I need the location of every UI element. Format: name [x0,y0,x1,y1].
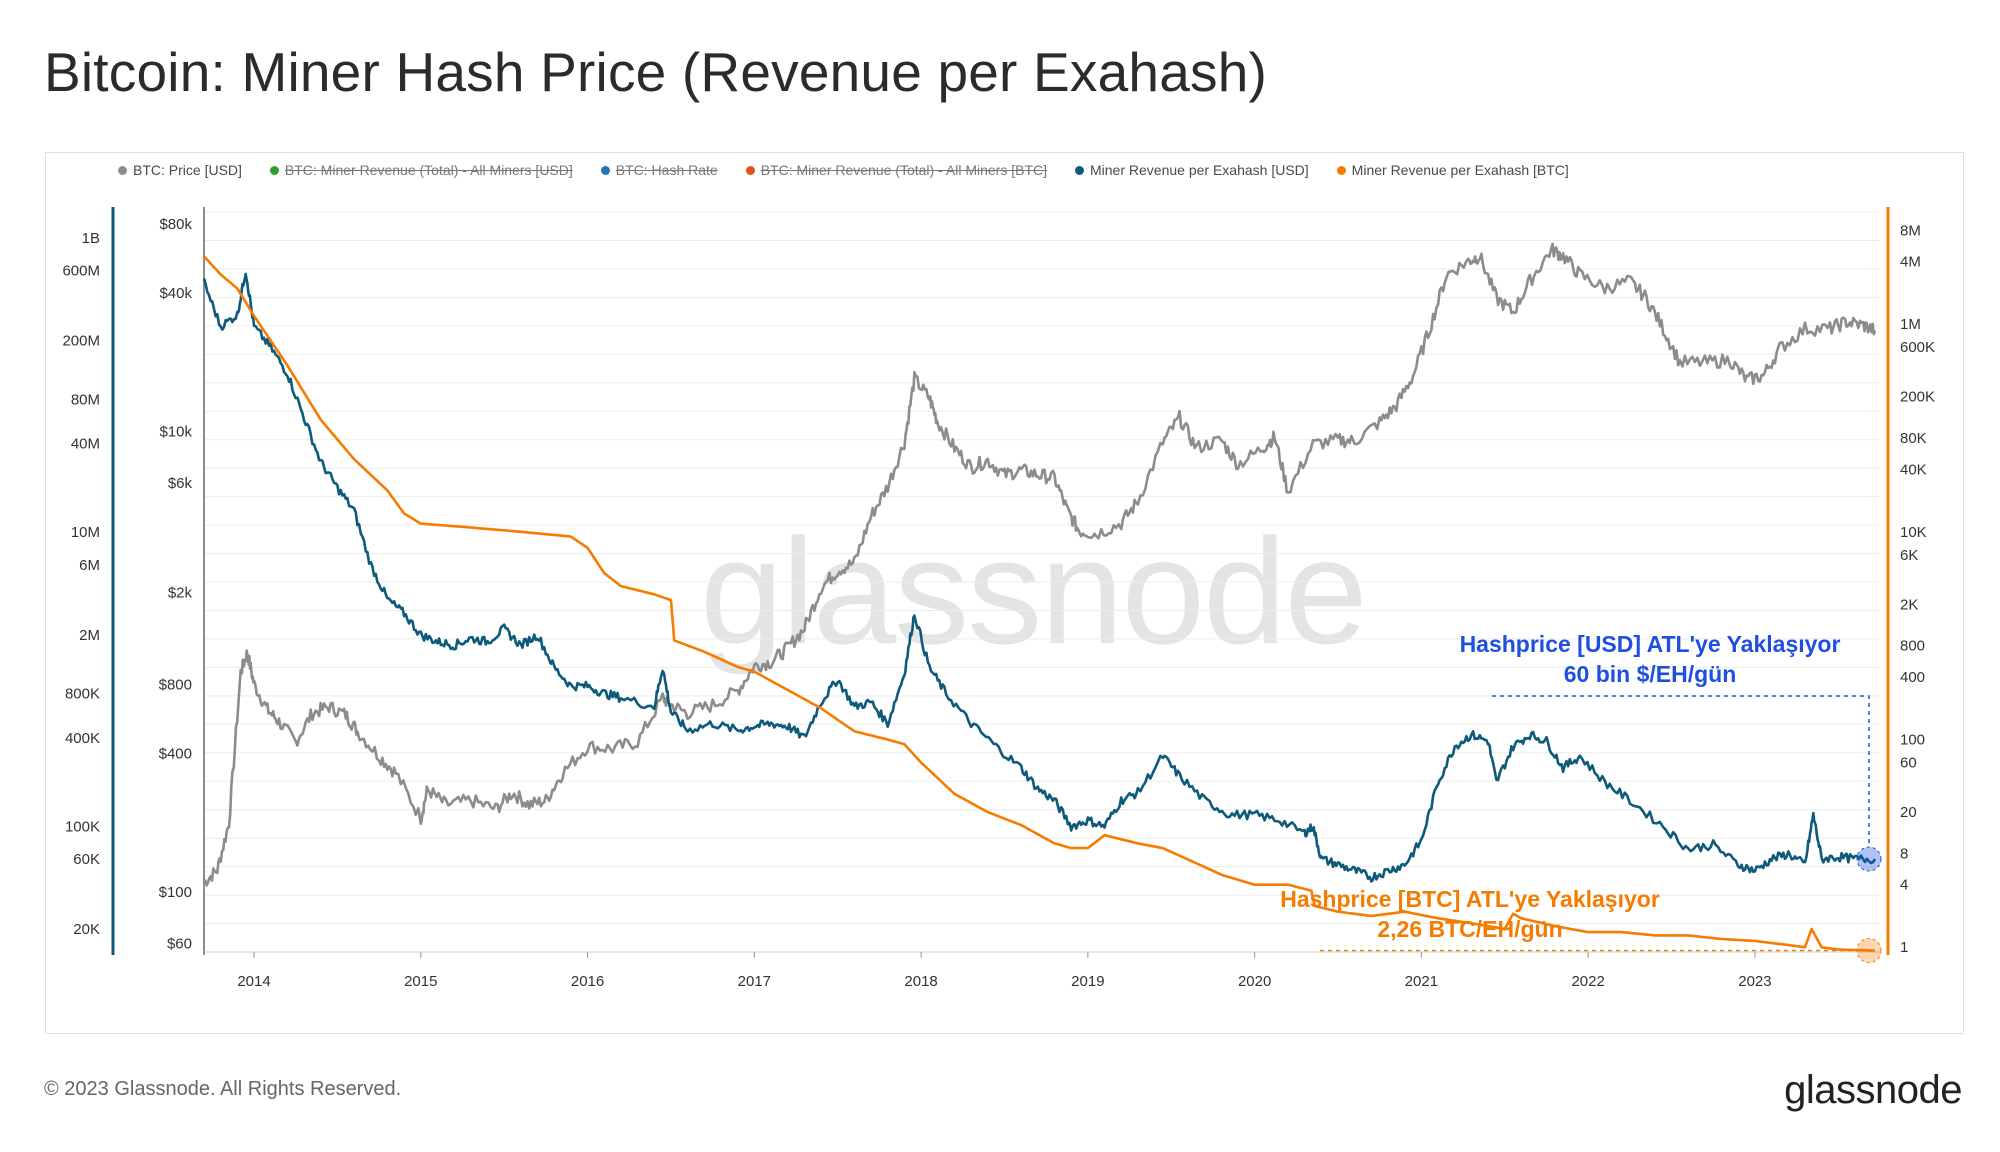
legend-item-hashprice-usd[interactable]: Miner Revenue per Exahash [USD] [1075,162,1309,178]
price-tick-label: $60 [167,935,192,952]
left-outer-tick-label: 80M [71,391,100,408]
legend-dot-icon [745,165,755,175]
legend-label: BTC: Miner Revenue (Total) - All Miners … [284,162,573,178]
right-tick-label: 800 [1900,638,1925,655]
legend-dot-icon [269,165,279,175]
left-outer-tick-label: 1B [82,230,100,247]
annotation-usd: Hashprice [USD] ATL'ye Yaklaşıyor 60 bin… [1420,629,1880,689]
legend-label: Miner Revenue per Exahash [BTC] [1351,162,1569,178]
right-tick-label: 60 [1900,755,1917,772]
left-outer-tick-label: 2M [79,627,100,644]
annotation-btc-line1: Hashprice [BTC] ATL'ye Yaklaşıyor [1280,886,1660,912]
legend-item-miner-revenue-usd[interactable]: BTC: Miner Revenue (Total) - All Miners … [269,162,573,178]
x-tick-label: 2018 [904,973,937,990]
right-tick-label: 10K [1900,524,1927,541]
price-tick-label: $80k [159,216,192,233]
right-tick-label: 8 [1900,845,1908,862]
legend-label: BTC: Miner Revenue (Total) - All Miners … [760,162,1047,178]
right-tick-label: 600K [1900,339,1935,356]
legend-item-miner-revenue-btc[interactable]: BTC: Miner Revenue (Total) - All Miners … [745,162,1047,178]
right-tick-label: 80K [1900,430,1927,447]
left-outer-tick-label: 60K [73,851,100,868]
price-tick-label: $100 [159,884,192,901]
x-tick-label: 2016 [571,973,604,990]
left-outer-tick-label: 800K [65,686,100,703]
left-outer-tick-label: 20K [73,921,100,938]
annotation-usd-line1: Hashprice [USD] ATL'ye Yaklaşıyor [1459,631,1841,657]
annotation-usd-guide [1492,695,1870,848]
right-tick-label: 1M [1900,316,1921,333]
series-line-hashprice-btc [203,255,1876,952]
right-tick-label: 200K [1900,389,1935,406]
page-title: Bitcoin: Miner Hash Price (Revenue per E… [44,41,1267,103]
right-tick-label: 8M [1900,222,1921,239]
x-tick-label: 2014 [237,973,270,990]
left-outer-tick-label: 40M [71,436,100,453]
x-tick-label: 2022 [1571,973,1604,990]
annotation-btc-line2: 2,26 BTC/EH/gün [1377,916,1563,942]
annotation-usd-marker [1856,846,1882,872]
right-tick-label: 4M [1900,254,1921,271]
left-outer-tick-label: 6M [79,557,100,574]
chart-frame [45,152,1964,1034]
glassnode-logo: glassnode [1784,1068,1962,1112]
price-tick-label: $40k [159,285,192,302]
series-line-btc-price [202,242,1877,887]
right-tick-label: 6K [1900,547,1918,564]
annotation-btc-marker [1856,938,1882,964]
right-tick-label: 2K [1900,596,1918,613]
right-tick-label: 1 [1900,939,1908,956]
annotation-usd-line2: 60 bin $/EH/gün [1563,661,1737,687]
price-tick-label: $400 [159,746,192,763]
price-tick-label: $10k [159,424,192,441]
left-outer-tick-label: 100K [65,818,100,835]
legend-item-hashprice-btc[interactable]: Miner Revenue per Exahash [BTC] [1336,162,1569,178]
legend-dot-icon [600,165,610,175]
right-tick-label: 4 [1900,877,1908,894]
x-tick-label: 2015 [404,973,437,990]
price-tick-label: $6k [168,475,193,492]
legend-label: BTC: Hash Rate [615,162,718,178]
left-outer-tick-label: 400K [65,730,100,747]
legend-item-hash-rate[interactable]: BTC: Hash Rate [600,162,718,178]
chart-legend: BTC: Price [USD] BTC: Miner Revenue (Tot… [118,162,1569,178]
x-tick-label: 2021 [1405,973,1438,990]
x-tick-label: 2019 [1071,973,1104,990]
watermark: glassnode [700,507,1368,675]
footer-copyright: © 2023 Glassnode. All Rights Reserved. [44,1078,402,1100]
right-tick-label: 400 [1900,669,1925,686]
price-tick-label: $800 [159,676,192,693]
legend-dot-icon [1075,165,1084,175]
x-tick-label: 2017 [738,973,771,990]
left-outer-tick-label: 200M [62,333,100,350]
price-tick-label: $2k [168,585,193,602]
legend-item-btc-price[interactable]: BTC: Price [USD] [118,162,242,178]
right-tick-label: 100 [1900,732,1925,749]
right-tick-label: 40K [1900,461,1927,478]
x-tick-label: 2020 [1238,973,1271,990]
legend-dot-icon [1336,165,1346,175]
legend-label: BTC: Price [USD] [133,162,242,178]
series-line-hashprice-usd [202,272,1877,883]
x-tick-label: 2023 [1738,973,1771,990]
legend-dot-icon [118,165,127,175]
annotation-btc: Hashprice [BTC] ATL'ye Yaklaşıyor 2,26 B… [1240,884,1700,944]
legend-label: Miner Revenue per Exahash [USD] [1090,162,1309,178]
right-tick-label: 20 [1900,804,1917,821]
left-outer-tick-label: 600M [62,263,100,280]
left-outer-tick-label: 10M [71,524,100,541]
